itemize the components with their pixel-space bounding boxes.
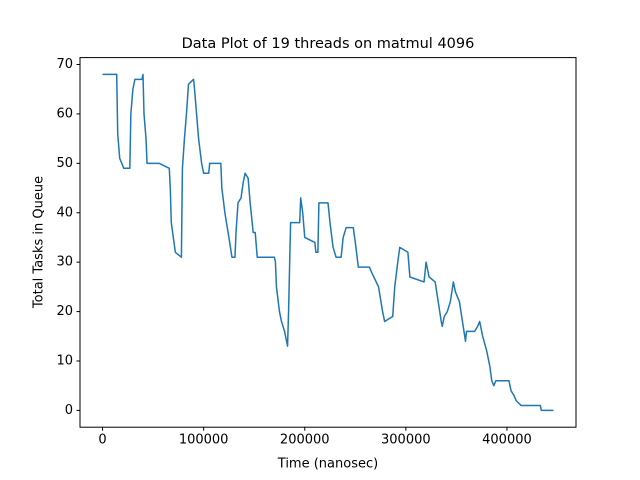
y-tick-label: 0 bbox=[65, 403, 73, 418]
y-tick-label: 10 bbox=[56, 353, 73, 368]
chart-title: Data Plot of 19 threads on matmul 4096 bbox=[182, 36, 475, 52]
x-tick-label: 0 bbox=[98, 433, 106, 448]
y-tick-label: 30 bbox=[56, 255, 73, 270]
x-axis-label: Time (nanosec) bbox=[277, 457, 378, 472]
y-tick-label: 20 bbox=[56, 304, 73, 319]
data-line bbox=[102, 73, 554, 412]
x-tick-label: 300000 bbox=[381, 433, 431, 448]
y-tick-label: 60 bbox=[56, 106, 73, 121]
x-tick-label: 200000 bbox=[280, 433, 330, 448]
x-tick-label: 100000 bbox=[179, 433, 229, 448]
plot-frame bbox=[79, 57, 577, 428]
y-tick-label: 50 bbox=[56, 156, 73, 171]
y-tick-label: 70 bbox=[56, 57, 73, 72]
y-tick-label: 40 bbox=[56, 205, 73, 220]
x-tick-label: 400000 bbox=[482, 433, 532, 448]
y-axis-label: Total Tasks in Queue bbox=[32, 176, 47, 309]
